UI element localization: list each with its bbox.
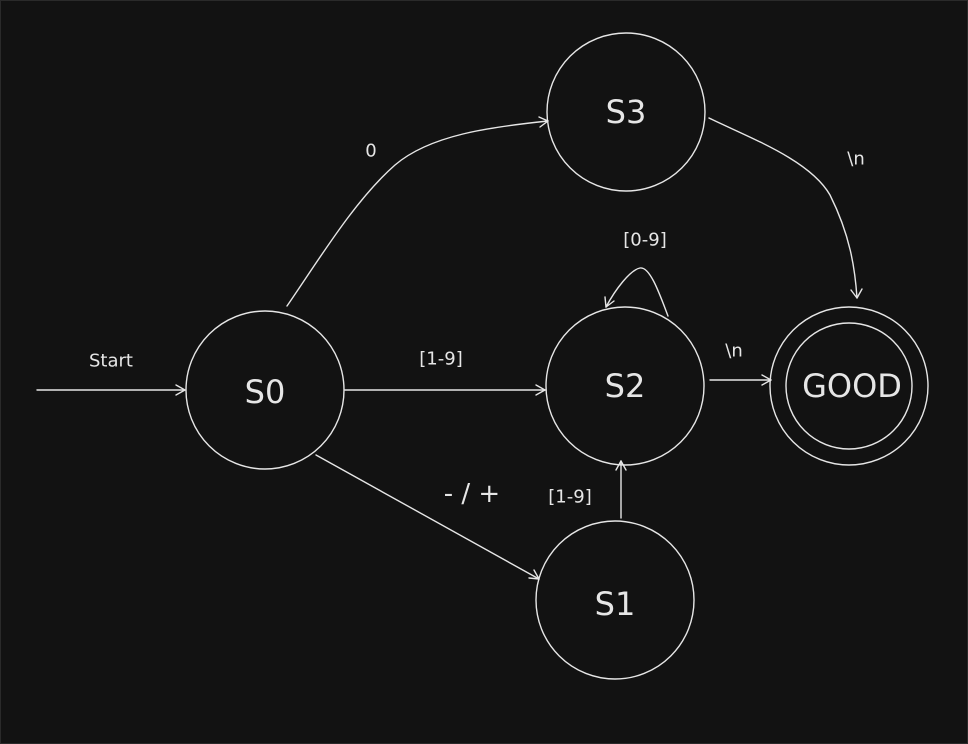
transition-s2-loop-arrowhead [604, 296, 615, 308]
state-good-inner-circle [785, 322, 913, 450]
transition-s0-to-s2: [1-9] [344, 349, 546, 396]
transition-s2-loop-curve [605, 267, 669, 317]
state-s0-circle [185, 310, 345, 470]
transition-s0-to-s1-line [315, 454, 540, 580]
transition-s0-to-s2-label: [1-9] [419, 349, 462, 370]
state-good-outer-circle [769, 306, 929, 466]
transition-s3-to-good-label: \n [847, 149, 864, 170]
transition-start: Start [36, 351, 186, 396]
transition-s2-to-good-arrowhead [761, 374, 772, 386]
transition-s2-loop-label: [0-9] [623, 230, 666, 251]
transition-s0-to-s1: - / + [315, 454, 540, 580]
transition-s2-to-good: \n [709, 341, 772, 386]
transition-s0-to-s3-label: 0 [365, 141, 376, 162]
transition-s2-loop: [0-9] [604, 230, 669, 317]
state-s0: S0 [185, 310, 345, 470]
state-s1-label: S1 [595, 585, 636, 623]
transition-start-arrowhead [175, 384, 186, 396]
transition-s0-to-s3-arrowhead [538, 116, 549, 128]
state-s3-circle [546, 32, 706, 192]
state-s3: S3 [546, 32, 706, 192]
transition-s3-to-good: \n [708, 117, 865, 299]
transition-start-label: Start [89, 351, 133, 372]
transition-s2-to-good-label: \n [725, 341, 742, 362]
transition-s0-to-s2-arrowhead [535, 384, 546, 396]
state-good-label: GOOD [802, 367, 902, 405]
state-s2-label: S2 [605, 367, 646, 405]
transition-s0-to-s3-curve [286, 120, 549, 307]
transition-s1-to-s2-label: [1-9] [548, 487, 591, 508]
state-s1: S1 [535, 520, 695, 680]
transition-s1-to-s2: [1-9] [548, 460, 627, 519]
transition-s3-to-good-arrowhead [850, 288, 863, 299]
transition-s0-to-s1-label: - / + [444, 479, 500, 509]
state-s3-label: S3 [606, 93, 647, 131]
state-s0-label: S0 [245, 373, 286, 411]
transition-s3-to-good-curve [708, 117, 858, 299]
state-good: GOOD [769, 306, 929, 466]
state-s2-circle [545, 306, 705, 466]
state-s1-circle [535, 520, 695, 680]
transition-s0-to-s1-arrowhead [528, 569, 540, 580]
transition-s0-to-s3: 0 [286, 116, 549, 307]
state-s2: S2 [545, 306, 705, 466]
transition-s1-to-s2-arrowhead [615, 460, 627, 471]
